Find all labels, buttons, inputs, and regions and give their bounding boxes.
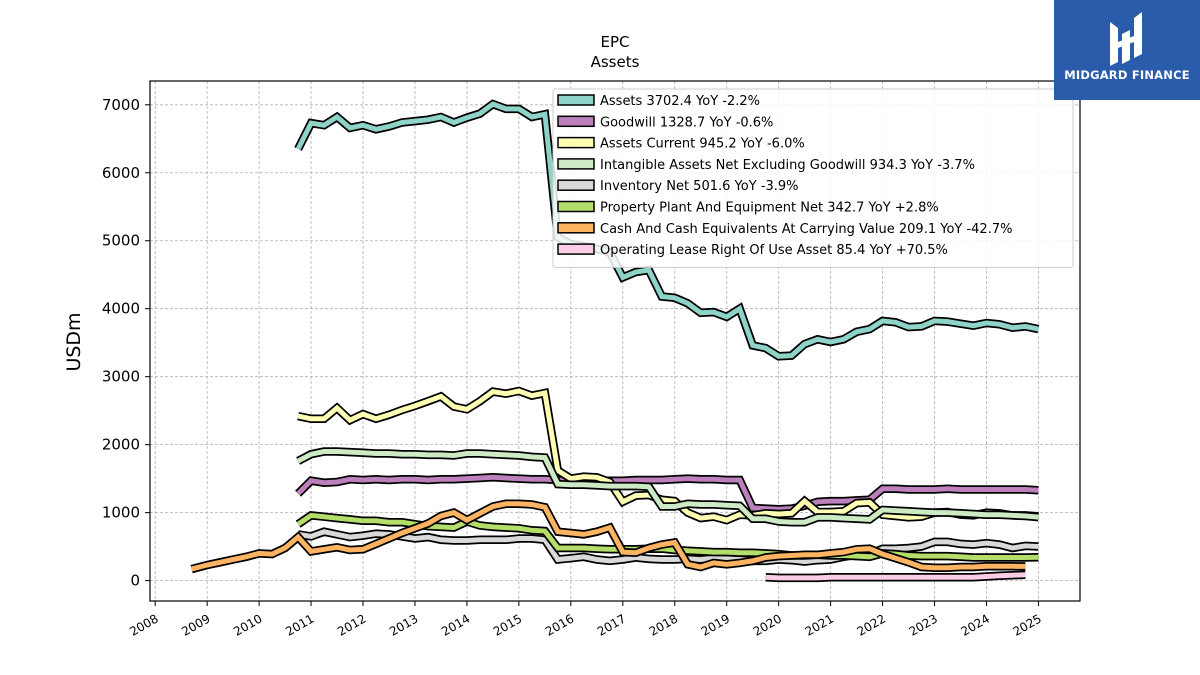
x-axis-ticks: 2008 2009 2010 2011 2012 2013 2014 2015 2016 2017… xyxy=(127,601,1044,639)
chart-subtitle: Assets xyxy=(591,53,640,71)
legend-entry: Intangible Assets Net Excluding Goodwill… xyxy=(600,158,975,173)
legend-entry: Goodwill 1328.7 YoY -0.6% xyxy=(600,115,773,130)
y-tick-label: 7000 xyxy=(102,96,140,114)
x-tick-label: 2020 xyxy=(751,611,784,638)
series-7 xyxy=(190,499,1026,574)
series-3 xyxy=(297,386,1039,525)
legend-swatch xyxy=(557,179,595,191)
legend-swatch xyxy=(557,243,595,255)
x-tick-label: 2013 xyxy=(387,611,420,638)
legend-entry: Cash And Cash Equivalents At Carrying Va… xyxy=(600,222,1012,237)
x-tick-label: 2022 xyxy=(855,611,888,638)
series-4 xyxy=(296,447,1039,527)
legend-entry: Property Plant And Equipment Net 342.7 Y… xyxy=(600,201,939,216)
series-line xyxy=(296,449,1039,525)
x-tick-label: 2008 xyxy=(127,611,160,638)
legend-entry: Operating Lease Right Of Use Asset 85.4 … xyxy=(600,243,948,258)
y-tick-label: 4000 xyxy=(102,300,140,318)
y-tick-label: 5000 xyxy=(102,232,140,250)
series-2 xyxy=(295,473,1039,514)
series-line xyxy=(190,501,1026,572)
series-1 xyxy=(294,99,1040,361)
legend-swatch xyxy=(557,136,595,149)
legend-entry: Assets Current 945.2 YoY -6.0% xyxy=(600,137,805,152)
x-tick-label: 2009 xyxy=(179,611,212,638)
y-axis-label: USDm xyxy=(63,312,85,371)
midgard-finance-logo: MIDGARD FINANCE xyxy=(1054,0,1200,100)
legend-swatch xyxy=(557,222,595,234)
x-tick-label: 2010 xyxy=(231,611,264,638)
series-line xyxy=(296,474,1039,512)
legend-swatch xyxy=(557,158,595,170)
x-tick-label: 2025 xyxy=(1010,611,1043,638)
legend-swatch xyxy=(557,94,595,106)
y-tick-label: 6000 xyxy=(102,164,140,182)
x-tick-label: 2015 xyxy=(491,611,524,638)
x-tick-label: 2021 xyxy=(803,611,836,638)
x-tick-label: 2012 xyxy=(335,611,368,638)
x-tick-label: 2023 xyxy=(907,611,940,638)
x-tick-label: 2017 xyxy=(595,611,628,638)
y-tick-label: 0 xyxy=(130,572,140,590)
logo-mark-icon xyxy=(1110,12,1142,66)
chart-legend: Assets 3702.4 YoY -2.2% Goodwill 1328.7 Y… xyxy=(552,88,1074,268)
x-tick-label: 2018 xyxy=(647,611,680,638)
series-line xyxy=(295,101,1039,359)
plot-frame xyxy=(149,80,1081,602)
x-tick-label: 2019 xyxy=(699,611,732,638)
legend-box xyxy=(552,88,1074,268)
x-tick-label: 2016 xyxy=(543,611,576,638)
x-tick-label: 2024 xyxy=(959,611,992,638)
legend-entry: Assets 3702.4 YoY -2.2% xyxy=(600,94,760,109)
legend-entry: Inventory Net 501.6 YoY -3.9% xyxy=(600,179,799,194)
y-tick-label: 3000 xyxy=(102,368,140,386)
legend-swatch xyxy=(557,200,595,213)
legend-swatch xyxy=(557,115,595,128)
series-line xyxy=(297,388,1039,523)
series-layer xyxy=(190,99,1040,583)
series-line xyxy=(765,572,1026,581)
y-tick-label: 1000 xyxy=(102,504,140,522)
chart-title: EPC xyxy=(601,33,630,51)
series-5 xyxy=(297,527,1039,566)
x-tick-label: 2011 xyxy=(283,611,316,638)
y-axis-ticks: 0 1000 2000 3000 4000 5000 6000 7000 xyxy=(102,96,150,590)
y-tick-label: 2000 xyxy=(102,436,140,454)
logo-text: MIDGARD FINANCE xyxy=(1064,68,1190,82)
x-tick-label: 2014 xyxy=(439,611,472,638)
series-line xyxy=(297,529,1039,565)
series-8 xyxy=(765,570,1026,583)
